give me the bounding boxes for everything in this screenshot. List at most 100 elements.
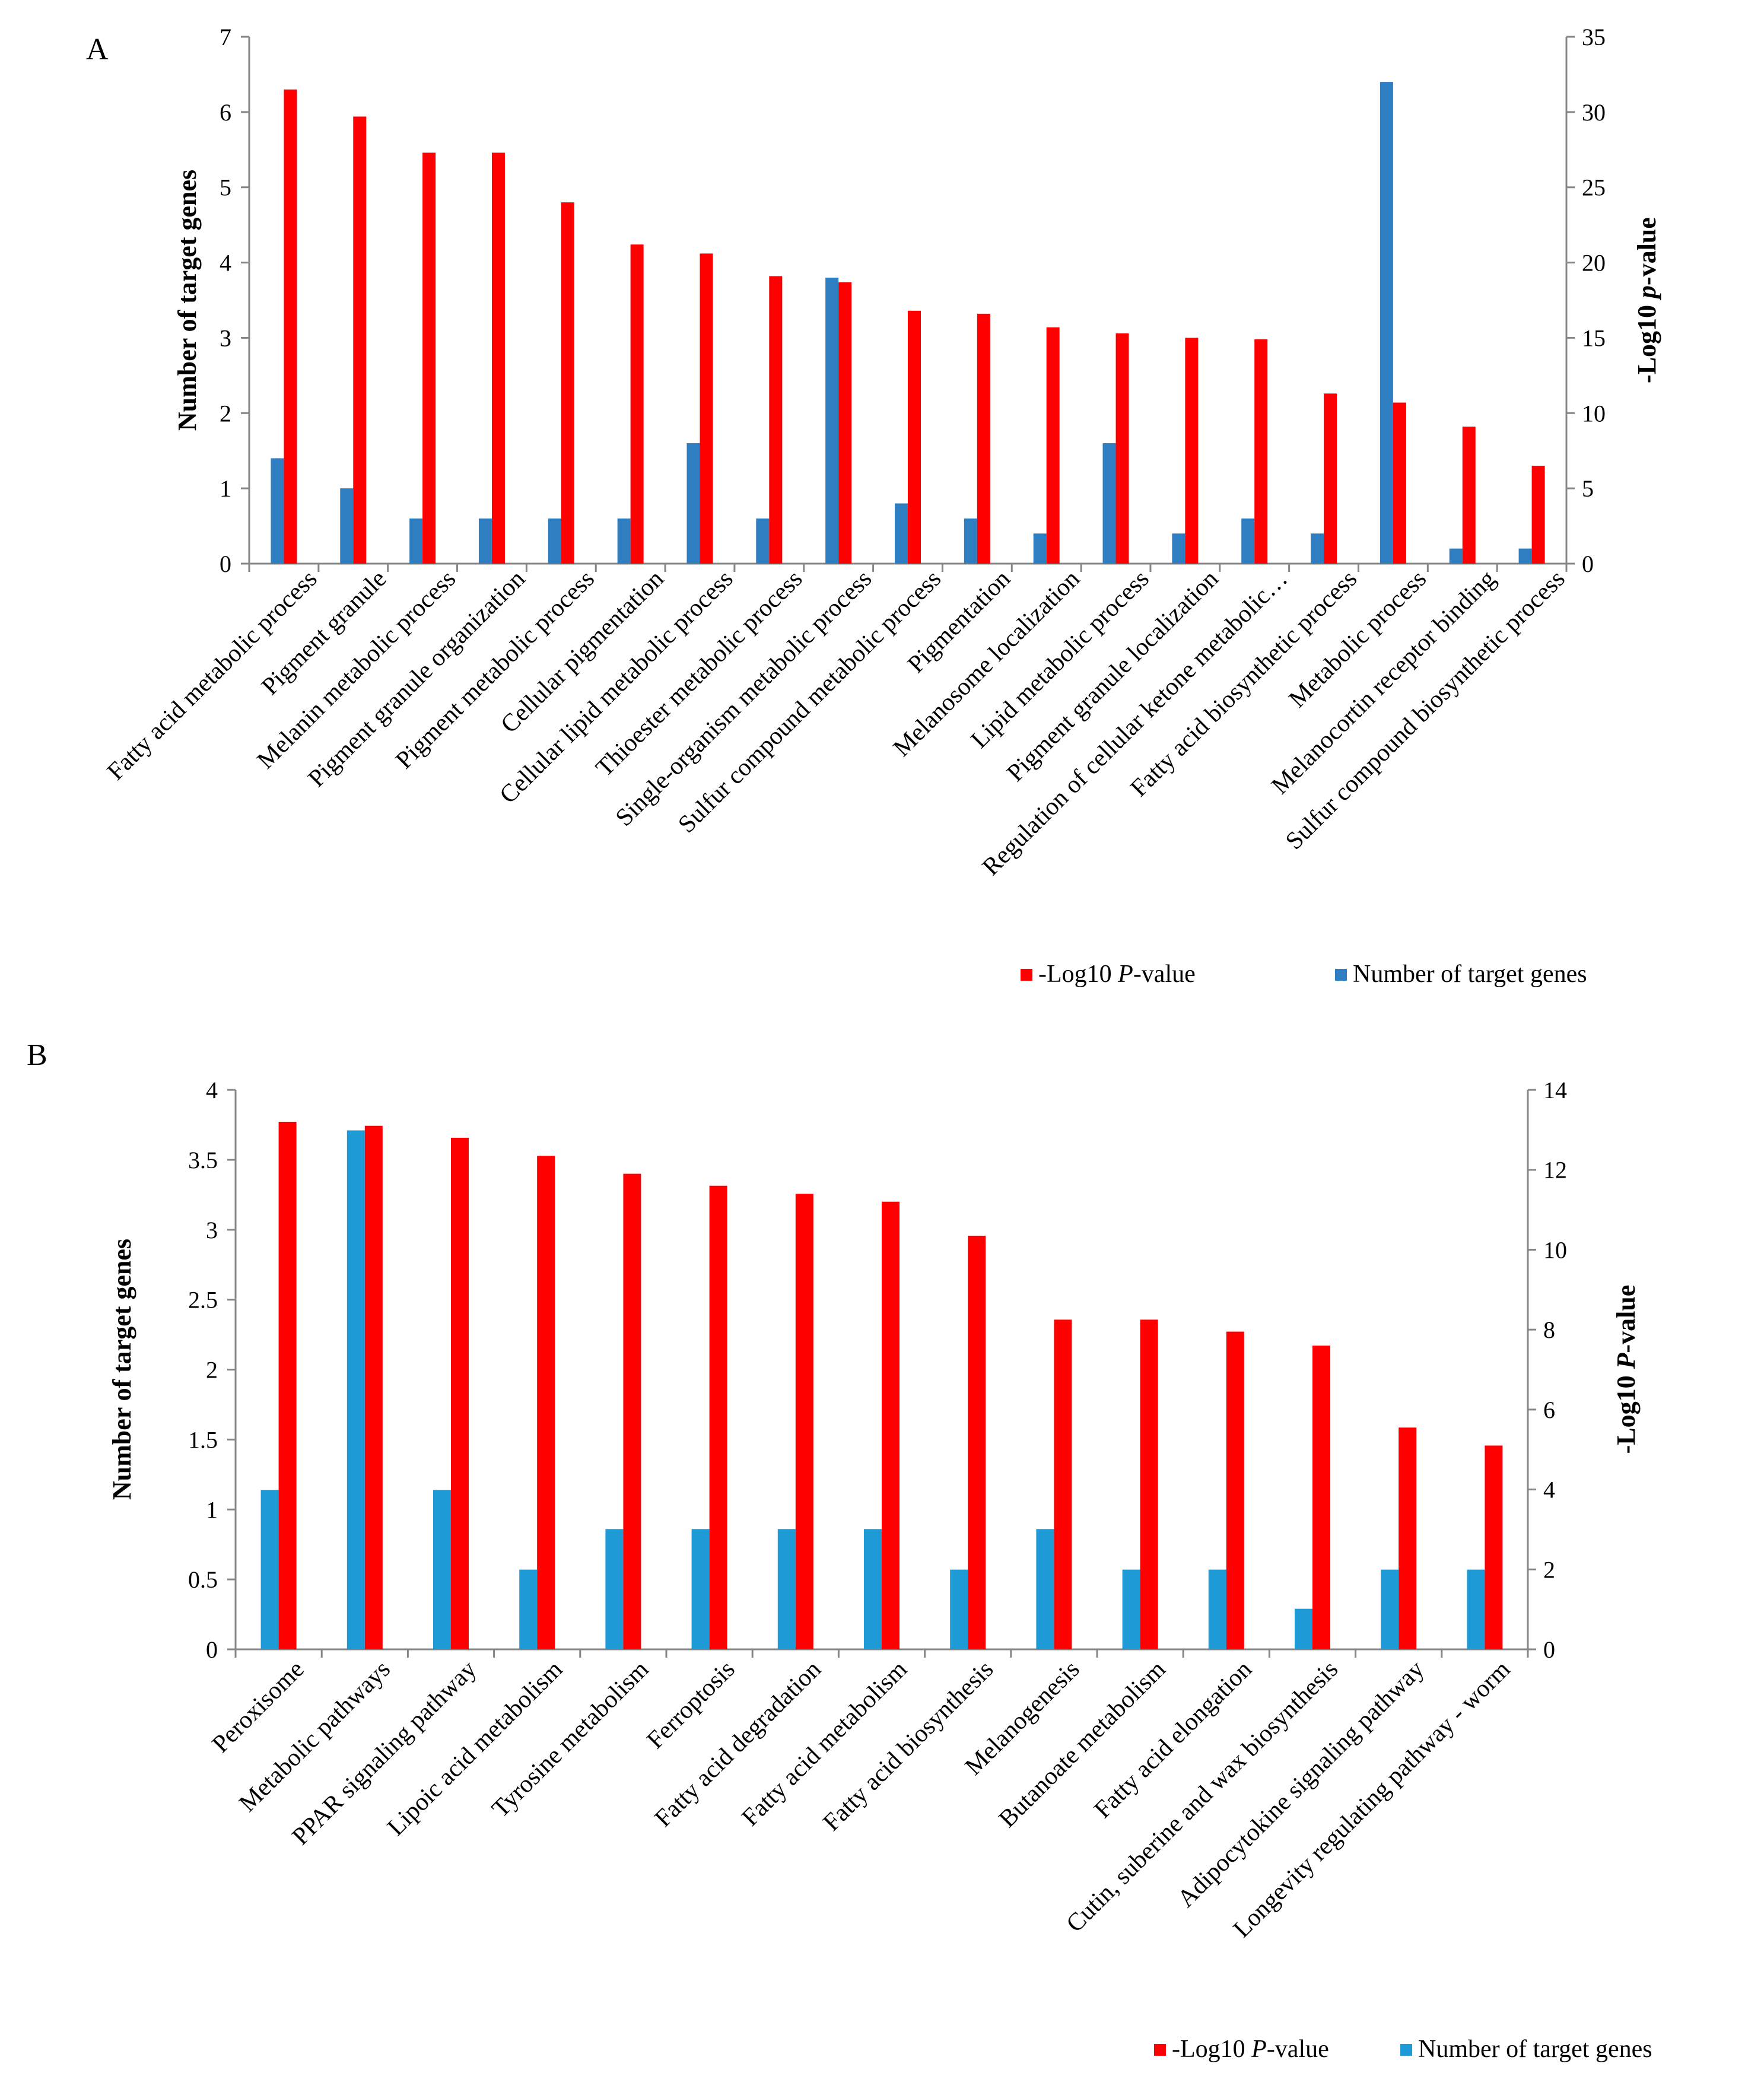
right-tick-label: 8 (1543, 1317, 1555, 1343)
bar-target-genes-pigment-metabolic-process (548, 518, 561, 564)
bar-log10-pvalue-pigmentation (977, 313, 990, 564)
bar-target-genes-sulfur-compound-metabolic-process (895, 503, 908, 564)
bar-target-genes-fatty-acid-elongation (1208, 1569, 1226, 1649)
bar-target-genes-lipoic-acid-metabolism (519, 1569, 538, 1649)
bar-target-genes-fatty-acid-biosynthesis (950, 1569, 968, 1649)
left-axis-title: Number of target genes (173, 170, 202, 431)
right-axis-title-prefix: -Log10 (1612, 1369, 1641, 1454)
right-axis-title-suffix: -value (1632, 217, 1661, 285)
legend-swatch-target-genes (1335, 969, 1347, 981)
right-tick-label: 12 (1543, 1157, 1567, 1184)
left-tick-label: 3.5 (188, 1147, 218, 1174)
left-tick-label: 4 (206, 1077, 218, 1104)
left-tick-label: 0 (220, 551, 231, 577)
bar-log10-pvalue-butanoate-metabolism (1140, 1319, 1158, 1649)
bar-log10-pvalue-pigment-granule-localization (1185, 338, 1199, 564)
panel-label: A (86, 33, 109, 66)
bar-log10-pvalue-fatty-acid-elongation (1226, 1331, 1244, 1649)
bar-log10-pvalue-cutin-suberine-and-wax-biosynthesis (1312, 1346, 1330, 1649)
right-tick-label: 35 (1582, 24, 1606, 50)
bar-log10-pvalue-melanosome-localization (1046, 327, 1060, 564)
legend-label-prefix: Number of target genes (1353, 961, 1587, 988)
bar-target-genes-cellular-lipid-metabolic-process (686, 443, 700, 564)
bar-target-genes-thioester-metabolic-process (756, 518, 770, 564)
bar-target-genes-peroxisome (260, 1490, 279, 1649)
left-tick-label: 3 (206, 1217, 218, 1244)
legend: -Log10 P-value Number of target genes (1154, 2036, 1652, 2063)
bar-target-genes-ferroptosis (691, 1529, 710, 1649)
bar-target-genes-melanin-metabolic-process (409, 518, 423, 564)
left-tick-label: 0 (206, 1636, 218, 1663)
bar-target-genes-melanogenesis (1036, 1529, 1054, 1649)
left-tick-label: 5 (220, 174, 231, 201)
bar-log10-pvalue-cellular-lipid-metabolic-process (700, 253, 713, 564)
bar-log10-pvalue-thioester-metabolic-process (769, 276, 783, 564)
right-tick-label: 4 (1543, 1477, 1555, 1503)
bar-log10-pvalue-melanin-metabolic-process (422, 152, 436, 564)
legend-label-log10-pvalue: -Log10 P-value (1038, 961, 1196, 988)
bar-target-genes-regulation-of-cellular-ketone-metabolic (1241, 518, 1255, 564)
panel-label: B (27, 1038, 47, 1072)
legend-label-prefix: -Log10 (1172, 2036, 1251, 2063)
bar-target-genes-metabolic-process (1380, 82, 1393, 564)
bar-log10-pvalue-fatty-acid-metabolic-process (284, 89, 297, 564)
right-tick-label: 0 (1543, 1636, 1555, 1663)
right-axis-title-prefix: -Log10 (1632, 298, 1661, 383)
right-tick-label: 15 (1582, 325, 1606, 351)
left-tick-label: 1.5 (188, 1426, 218, 1453)
right-axis-title: -Log10 P-value (1612, 1285, 1641, 1454)
left-tick-label: 6 (220, 99, 231, 126)
bar-log10-pvalue-fatty-acid-degradation (795, 1194, 813, 1649)
bar-log10-pvalue-fatty-acid-biosynthesis (968, 1235, 986, 1649)
legend-label-prefix: -Log10 (1038, 961, 1118, 988)
bar-target-genes-pigmentation (964, 518, 977, 564)
bar-target-genes-cellular-pigmentation (617, 518, 631, 564)
left-tick-label: 1 (206, 1496, 218, 1523)
legend-swatch-log10-pvalue (1021, 969, 1032, 981)
bar-log10-pvalue-tyrosine-metabolism (623, 1174, 641, 1649)
left-tick-label: 2 (220, 400, 231, 427)
right-axis-title-suffix: -value (1612, 1285, 1641, 1353)
bar-log10-pvalue-ppar-signaling-pathway (451, 1137, 469, 1649)
bar-target-genes-fatty-acid-metabolism (864, 1529, 882, 1649)
right-tick-label: 0 (1582, 551, 1594, 577)
right-tick-label: 25 (1582, 174, 1606, 201)
bar-target-genes-tyrosine-metabolism (605, 1529, 624, 1649)
bar-log10-pvalue-adipocytokine-signaling-pathway (1399, 1427, 1417, 1649)
bar-target-genes-lipid-metabolic-process (1102, 443, 1116, 564)
legend-label-suffix: -value (1133, 961, 1196, 988)
bar-log10-pvalue-regulation-of-cellular-ketone-metabolic (1254, 339, 1268, 564)
right-axis-title-italic: P (1612, 1352, 1641, 1369)
right-tick-label: 6 (1543, 1397, 1555, 1423)
bar-target-genes-longevity-regulating-pathway-worm (1467, 1569, 1485, 1649)
bar-target-genes-butanoate-metabolism (1122, 1569, 1140, 1649)
right-tick-label: 20 (1582, 250, 1606, 276)
bar-log10-pvalue-fatty-acid-metabolism (882, 1201, 900, 1649)
bar-log10-pvalue-metabolic-pathways (364, 1125, 383, 1649)
legend-label-italic: P (1251, 2036, 1267, 2063)
legend-label-suffix: -value (1267, 2036, 1329, 2063)
bar-target-genes-melanocortin-receptor-binding (1449, 548, 1463, 564)
bar-log10-pvalue-lipoic-acid-metabolism (537, 1156, 555, 1649)
bar-target-genes-metabolic-pathways (347, 1130, 365, 1649)
left-tick-label: 7 (220, 24, 231, 50)
left-tick-label: 0.5 (188, 1566, 218, 1593)
bar-target-genes-melanosome-localization (1033, 533, 1047, 564)
bar-log10-pvalue-peroxisome (278, 1121, 297, 1649)
legend: -Log10 P-value Number of target genes (1021, 961, 1587, 988)
right-axis-title: -Log10 p-value (1632, 217, 1661, 383)
right-tick-label: 5 (1582, 475, 1594, 502)
bar-log10-pvalue-fatty-acid-biosynthetic-process (1324, 393, 1337, 564)
bar-target-genes-cutin-suberine-and-wax-biosynthesis (1295, 1608, 1312, 1649)
bar-target-genes-adipocytokine-signaling-pathway (1381, 1569, 1399, 1649)
left-axis-title: Number of target genes (107, 1239, 136, 1500)
legend-label-prefix: Number of target genes (1418, 2036, 1652, 2063)
left-tick-label: 2 (206, 1357, 218, 1384)
bar-log10-pvalue-sulfur-compound-metabolic-process (908, 310, 921, 564)
bar-target-genes-fatty-acid-biosynthetic-process (1311, 533, 1324, 564)
bar-log10-pvalue-longevity-regulating-pathway-worm (1485, 1445, 1503, 1649)
bar-target-genes-fatty-acid-degradation (777, 1529, 796, 1649)
bar-log10-pvalue-lipid-metabolic-process (1115, 333, 1129, 564)
bar-log10-pvalue-pigment-granule (353, 116, 367, 564)
